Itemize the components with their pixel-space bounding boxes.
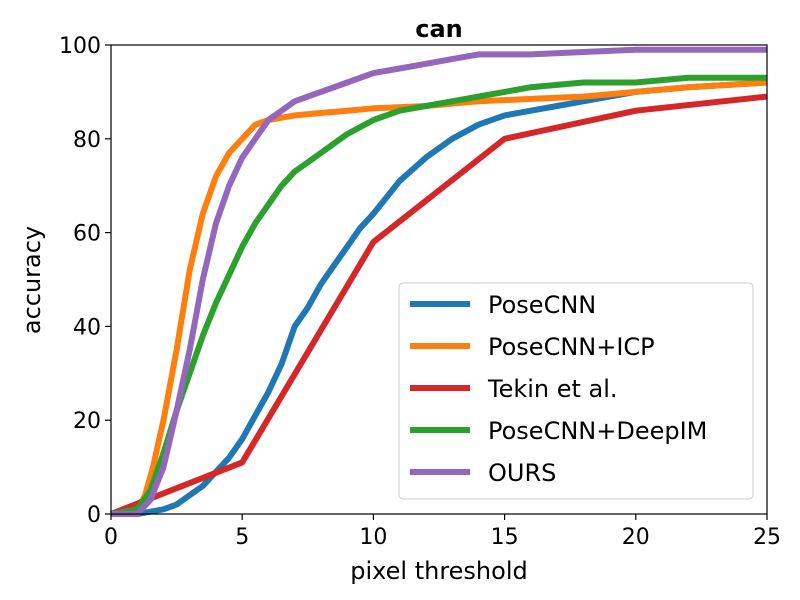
legend-label-3: PoseCNN+DeepIM bbox=[488, 417, 707, 445]
series-line-4 bbox=[111, 46, 767, 517]
chart-title: can bbox=[415, 15, 463, 43]
x-tick-label: 20 bbox=[622, 525, 650, 550]
x-tick-label: 0 bbox=[104, 525, 118, 550]
y-tick-label: 0 bbox=[87, 503, 101, 528]
plot-lines bbox=[109, 46, 768, 517]
y-tick-label: 20 bbox=[73, 409, 101, 434]
x-axis-label: pixel threshold bbox=[350, 557, 527, 585]
y-tick-label: 40 bbox=[73, 315, 101, 340]
series-line-0 bbox=[111, 79, 768, 517]
plot-frame bbox=[110, 44, 768, 515]
x-tick-label: 25 bbox=[753, 525, 781, 550]
series-line-2 bbox=[109, 93, 768, 517]
y-tick-label: 100 bbox=[59, 34, 101, 59]
x-axis-ticks: 0 5 10 15 20 25 bbox=[104, 514, 781, 550]
legend-label-4: OURS bbox=[488, 459, 556, 487]
legend-box bbox=[398, 282, 754, 500]
y-tick-label: 60 bbox=[73, 222, 101, 247]
y-axis-ticks: 0 20 40 60 80 100 bbox=[59, 34, 111, 528]
legend-label-2: Tekin et al. bbox=[487, 375, 618, 403]
legend-label-0: PoseCNN bbox=[488, 291, 596, 319]
x-tick-label: 15 bbox=[491, 525, 519, 550]
y-axis-label: accuracy bbox=[18, 226, 46, 334]
x-tick-label: 10 bbox=[359, 525, 387, 550]
legend-label-1: PoseCNN+ICP bbox=[488, 333, 655, 361]
y-tick-label: 80 bbox=[73, 128, 101, 153]
legend: PoseCNN PoseCNN+ICP Tekin et al. PoseCNN+De… bbox=[398, 282, 754, 500]
x-tick-label: 5 bbox=[235, 525, 249, 550]
